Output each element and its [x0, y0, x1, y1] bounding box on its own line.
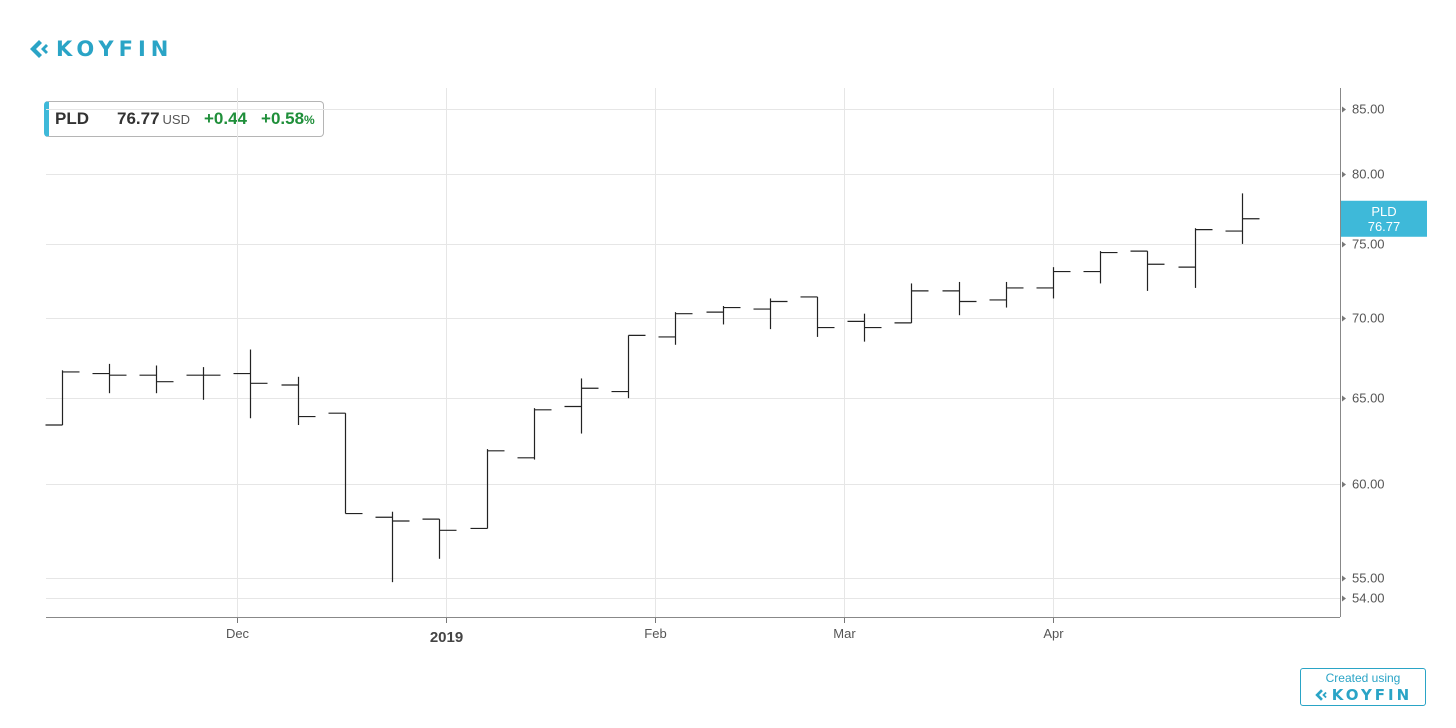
y-tick-label: 85.00: [1352, 102, 1385, 117]
ohlc-bar: [517, 408, 552, 460]
ohlc-bar: [328, 412, 363, 515]
ohlc-bar: [611, 334, 646, 399]
ohlc-bar: [1225, 193, 1260, 244]
ohlc-bar: [564, 378, 599, 434]
y-tick-marker: [1342, 171, 1346, 178]
created-using-badge[interactable]: Created using KOYFIN: [1300, 668, 1426, 706]
ohlc-bar: [233, 349, 268, 419]
ohlc-bar: [942, 281, 977, 316]
y-tick-label: 80.00: [1352, 167, 1385, 182]
ohlc-bar: [706, 306, 741, 325]
y-tick-label: 75.00: [1352, 237, 1385, 252]
koyfin-logo[interactable]: KOYFIN: [28, 36, 173, 62]
ohlc-bar: [989, 281, 1024, 308]
y-tick-label: 55.00: [1352, 571, 1385, 586]
y-tick-marker: [1342, 241, 1346, 248]
y-tick-marker: [1342, 395, 1346, 402]
y-tick-marker: [1342, 106, 1346, 113]
koyfin-chevron-icon: [30, 40, 48, 58]
quote-price: 76.77: [117, 109, 160, 128]
x-tick-label: 2019: [430, 629, 463, 646]
credit-brand: KOYFIN: [1301, 686, 1425, 704]
ohlc-bar: [894, 283, 929, 324]
quote-ticker: PLD: [55, 109, 89, 128]
last-price-label-ticker: PLD: [1371, 204, 1396, 219]
ohlc-bar: [422, 518, 457, 559]
y-tick-label: 65.00: [1352, 391, 1385, 406]
created-using-text: Created using: [1325, 671, 1401, 685]
ohlc-bar: [1178, 228, 1213, 288]
quote-percent-sign: %: [304, 113, 315, 127]
ohlc-bar: [470, 449, 505, 530]
ohlc-bar: [800, 296, 835, 337]
quote-currency: USD: [162, 111, 190, 127]
ohlc-bar: [375, 511, 410, 583]
ohlc-bar: [658, 312, 693, 345]
credit-brand-text: KOYFIN: [1331, 686, 1413, 704]
ohlc-bar: [139, 365, 174, 394]
ohlc-bar: [1130, 250, 1165, 291]
ohlc-bar: [186, 367, 221, 400]
ohlc-bar: [281, 376, 316, 426]
x-tick-label: Mar: [833, 626, 856, 641]
last-price-label-bg: [1341, 200, 1427, 237]
quote-legend: PLD 76.77 USD +0.44 +0.58%: [44, 101, 324, 137]
quote-change: +0.44: [204, 109, 248, 128]
ohlc-bar: [1083, 251, 1118, 284]
ohlc-bar: [45, 370, 80, 426]
x-tick-label: Dec: [226, 626, 250, 641]
y-tick-label: 60.00: [1352, 477, 1385, 492]
y-tick-marker: [1342, 575, 1346, 582]
ohlc-bar: [753, 298, 788, 330]
quote-change-percent: +0.58%: [261, 109, 315, 129]
y-tick-label: 70.00: [1352, 311, 1385, 326]
y-tick-marker: [1342, 595, 1346, 602]
koyfin-logo-text: KOYFIN: [56, 37, 174, 61]
ohlc-bar: [92, 363, 127, 394]
x-tick-label: Apr: [1043, 626, 1064, 641]
quote-change-percent-value: +0.58: [261, 109, 305, 128]
last-price-label-value: 76.77: [1368, 219, 1401, 234]
koyfin-chevron-icon: [1315, 689, 1327, 701]
ohlc-bar: [1036, 267, 1071, 299]
ohlc-bar: [847, 313, 882, 342]
y-tick-marker: [1342, 481, 1346, 488]
x-tick-label: Feb: [644, 626, 666, 641]
y-tick-label: 54.00: [1352, 591, 1385, 606]
y-tick-marker: [1342, 315, 1346, 322]
